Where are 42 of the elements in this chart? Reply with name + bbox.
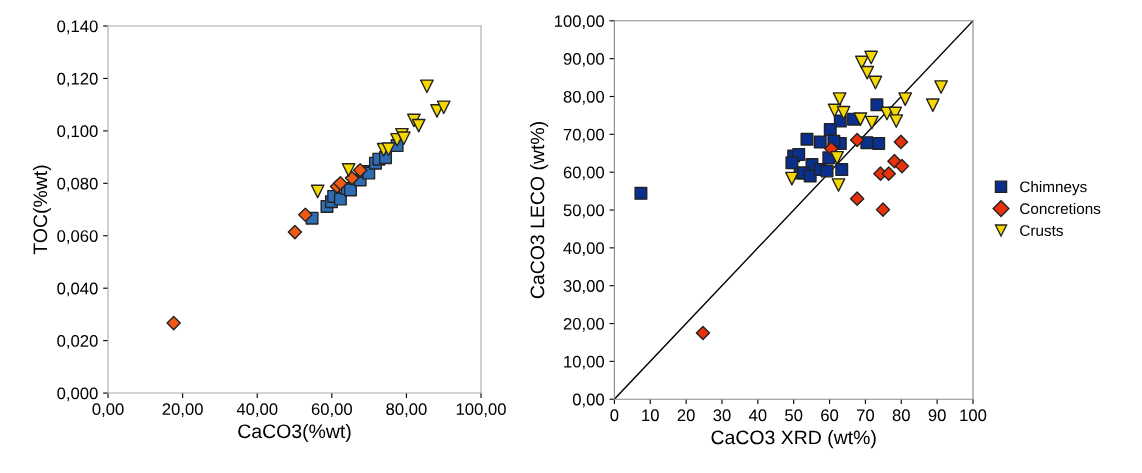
y-tick-label: 0,060 — [57, 230, 98, 244]
y-tick-label: 0,100 — [57, 125, 98, 140]
y-tick-label: 0,000 — [57, 387, 98, 402]
legend-label: Concretions — [1020, 202, 1101, 215]
x-tick-label: 60 — [821, 409, 839, 422]
x-tick-label: 40,00 — [236, 403, 278, 417]
y-tick-label: 30,00 — [563, 280, 605, 294]
x-tick-label: 50 — [785, 409, 803, 422]
y-tick-label: 70,00 — [563, 128, 605, 143]
x-tick-label: 80,00 — [386, 403, 427, 417]
x-tick-label: 100 — [960, 409, 987, 422]
x-tick-label: 30 — [713, 409, 731, 422]
x-tick-label: 60,00 — [311, 403, 353, 417]
x-axis-title: CaCO3(%wt) — [238, 423, 351, 442]
y-tick-label: 0,080 — [57, 177, 98, 192]
y-tick-label: 80,00 — [563, 90, 605, 105]
y-tick-label: 40,00 — [563, 242, 605, 257]
x-tick-label: 70 — [856, 409, 875, 422]
x-tick-label: 0 — [610, 409, 619, 422]
y-tick-label: 100,00 — [554, 15, 605, 29]
x-tick-label: 100,00 — [456, 403, 506, 417]
legend-label: Chimneys — [1020, 181, 1087, 196]
y-tick-label: 0,040 — [57, 282, 98, 297]
y-tick-label: 0,020 — [57, 335, 98, 349]
y-tick-label: 10,00 — [564, 355, 605, 370]
legend-label: Crusts — [1020, 225, 1063, 236]
y-tick-label: 50,00 — [563, 204, 605, 219]
x-tick-label: 0,00 — [92, 403, 124, 417]
x-tick-label: 20 — [677, 409, 695, 422]
y-tick-label: 60,00 — [563, 166, 605, 181]
y-axis-title: CaCO3 LECO (wt%) — [530, 122, 549, 299]
y-axis-title: TOC(%wt) — [32, 165, 52, 255]
x-axis-title: CaCO3 XRD (wt%) — [711, 430, 876, 449]
x-tick-label: 40 — [748, 409, 767, 422]
x-tick-label: 10 — [642, 409, 659, 422]
x-tick-label: 90 — [928, 409, 946, 422]
y-tick-label: 0,120 — [57, 72, 98, 87]
y-tick-label: 90,00 — [563, 53, 605, 67]
x-tick-label: 80 — [892, 409, 910, 422]
y-tick-label: 20,00 — [563, 317, 605, 332]
x-tick-label: 20,00 — [162, 403, 203, 417]
y-tick-label: 0,140 — [57, 20, 98, 35]
